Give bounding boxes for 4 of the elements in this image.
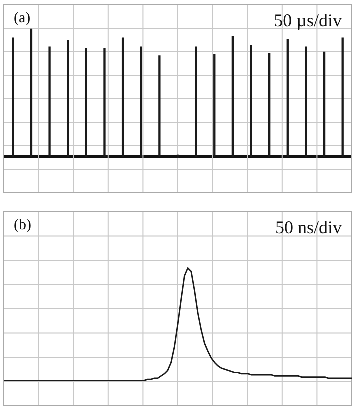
annotation: 50 µs/div <box>274 10 342 31</box>
text: 50 ns/div <box>275 218 342 238</box>
text: (a) <box>14 10 31 26</box>
text: (b) <box>14 217 32 234</box>
